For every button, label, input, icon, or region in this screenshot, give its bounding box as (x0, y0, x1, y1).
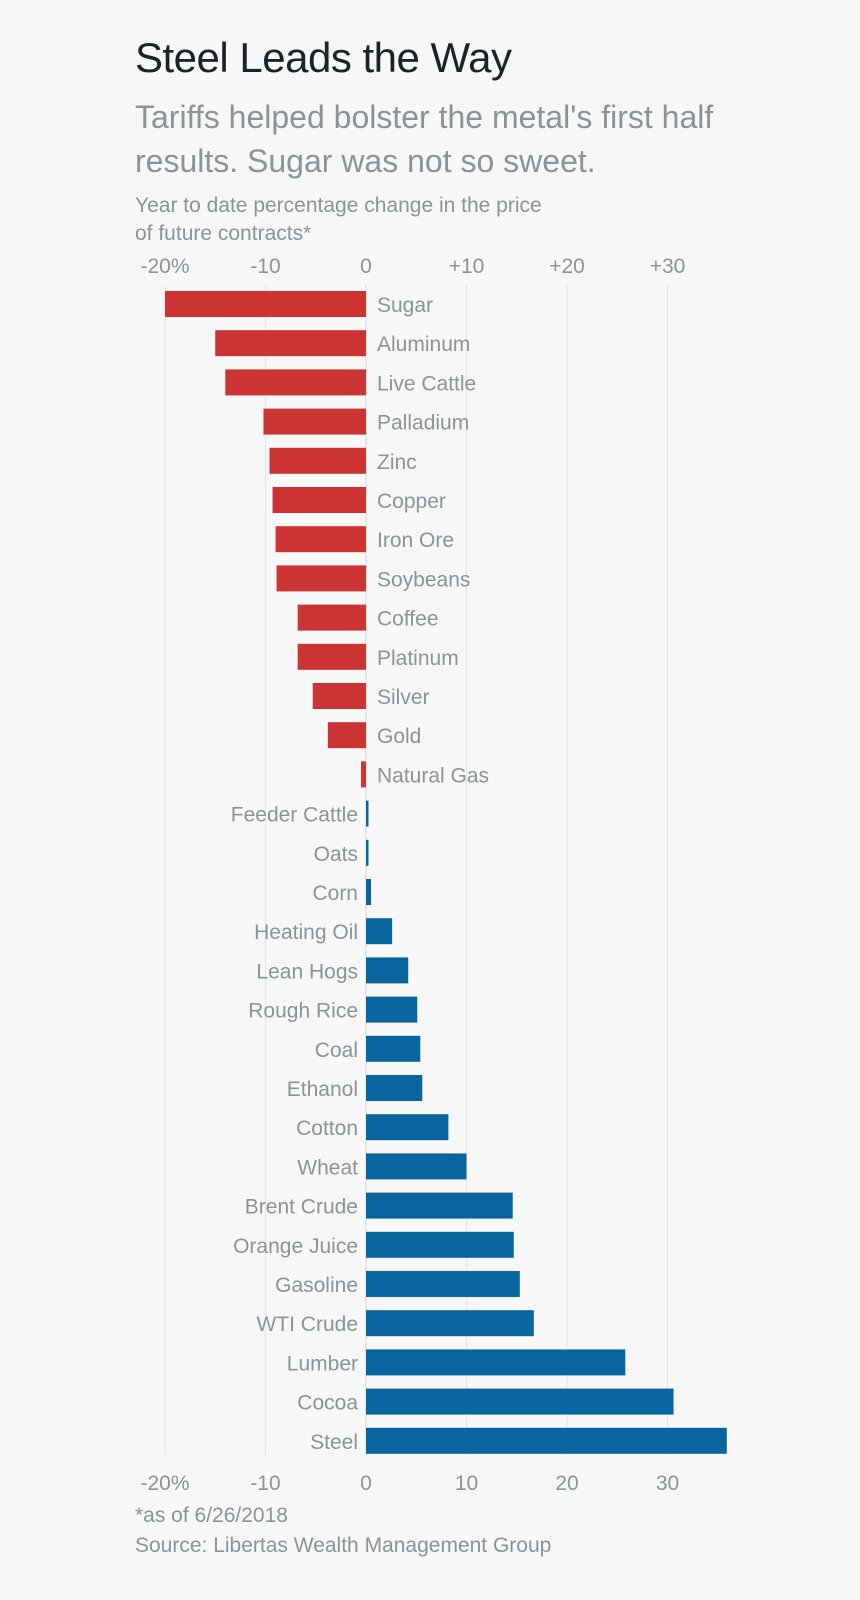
top-tick-label: 0 (360, 255, 372, 278)
category-label: Brent Crude (245, 1196, 358, 1219)
top-tick-label: -10 (250, 255, 280, 278)
category-label: Heating Oil (254, 921, 358, 944)
bar (366, 1388, 674, 1415)
gridlines (164, 285, 668, 1455)
bar (366, 1153, 467, 1180)
bar (165, 291, 366, 317)
bars (165, 291, 727, 1454)
top-tick-label: +30 (650, 255, 686, 278)
bar (366, 1271, 520, 1297)
category-label: Live Cattle (377, 372, 476, 395)
chart-title: Steel Leads the Way (135, 34, 512, 81)
category-label: Corn (312, 882, 358, 905)
category-label: Steel (310, 1431, 358, 1454)
category-label: Palladium (377, 412, 469, 435)
bar (312, 683, 366, 709)
bottom-tick-label: -20% (140, 1472, 189, 1495)
category-label: Iron Ore (377, 529, 454, 552)
bar (272, 487, 366, 513)
bar (366, 1075, 423, 1101)
bar (366, 918, 393, 945)
category-label: Lumber (287, 1352, 358, 1375)
category-labels: Sugar Aluminum Live Cattle Palladium Zinc Cop… (231, 294, 489, 1454)
category-label: Orange Juice (233, 1235, 358, 1258)
category-label: Wheat (297, 1156, 358, 1179)
bottom-axis: -20% -10 0 10 20 30 (140, 1472, 679, 1495)
bar (366, 1427, 727, 1454)
category-label: Platinum (377, 647, 459, 670)
bottom-tick-label: -10 (250, 1472, 280, 1495)
bar (366, 800, 369, 827)
category-label: Lean Hogs (256, 960, 358, 983)
bar (275, 526, 366, 553)
category-label: Coffee (377, 608, 439, 631)
source-note: Source: Libertas Wealth Management Group (135, 1534, 552, 1557)
category-label: Feeder Cattle (231, 804, 358, 827)
category-label: Soybeans (377, 568, 470, 591)
bottom-tick-label: 10 (455, 1472, 478, 1495)
category-label: Silver (377, 686, 430, 709)
category-label: Cotton (296, 1117, 358, 1140)
category-label: Rough Rice (248, 1000, 358, 1023)
bar (215, 330, 366, 357)
bar (269, 447, 366, 474)
category-label: Aluminum (377, 333, 470, 356)
bar (327, 722, 366, 749)
bottom-tick-label: 0 (360, 1472, 372, 1495)
bottom-tick-label: 30 (656, 1472, 679, 1495)
bar (360, 761, 366, 788)
bar (366, 996, 418, 1023)
category-label: Oats (314, 843, 358, 866)
bar (297, 643, 366, 670)
bar (366, 1192, 513, 1219)
bar (263, 408, 366, 435)
category-label: Gold (377, 725, 421, 748)
bar (366, 839, 369, 866)
category-label: WTI Crude (256, 1313, 358, 1336)
bar (366, 1349, 626, 1376)
category-label: Zinc (377, 451, 417, 474)
top-tick-label: -20% (140, 255, 189, 278)
category-label: Gasoline (275, 1274, 358, 1297)
bar (366, 1231, 514, 1258)
category-label: Coal (315, 1039, 358, 1062)
category-label: Ethanol (287, 1078, 358, 1101)
category-label: Copper (377, 490, 446, 513)
bar (366, 1310, 534, 1337)
chart-subtitle: Tariffs helped bolster the metal's first… (135, 99, 714, 179)
top-tick-label: +10 (449, 255, 485, 278)
category-label: Natural Gas (377, 764, 489, 787)
bar (366, 1114, 449, 1141)
bar (297, 604, 366, 631)
bar (366, 1035, 421, 1062)
top-axis: -20% -10 0 +10 +20 +30 (140, 255, 685, 278)
axis-description: Year to date percentage change in the pr… (135, 194, 542, 245)
bar (366, 957, 409, 984)
footnote: *as of 6/26/2018 (135, 1504, 288, 1527)
bar (225, 369, 366, 396)
top-tick-label: +20 (549, 255, 585, 278)
bar (276, 565, 366, 592)
category-label: Sugar (377, 294, 433, 317)
bar-chart: -20% -10 0 +10 +20 +30 Sugar Aluminum Live Catt… (140, 255, 727, 1495)
bar (366, 879, 372, 905)
bottom-tick-label: 20 (555, 1472, 578, 1495)
category-label: Cocoa (297, 1392, 358, 1415)
